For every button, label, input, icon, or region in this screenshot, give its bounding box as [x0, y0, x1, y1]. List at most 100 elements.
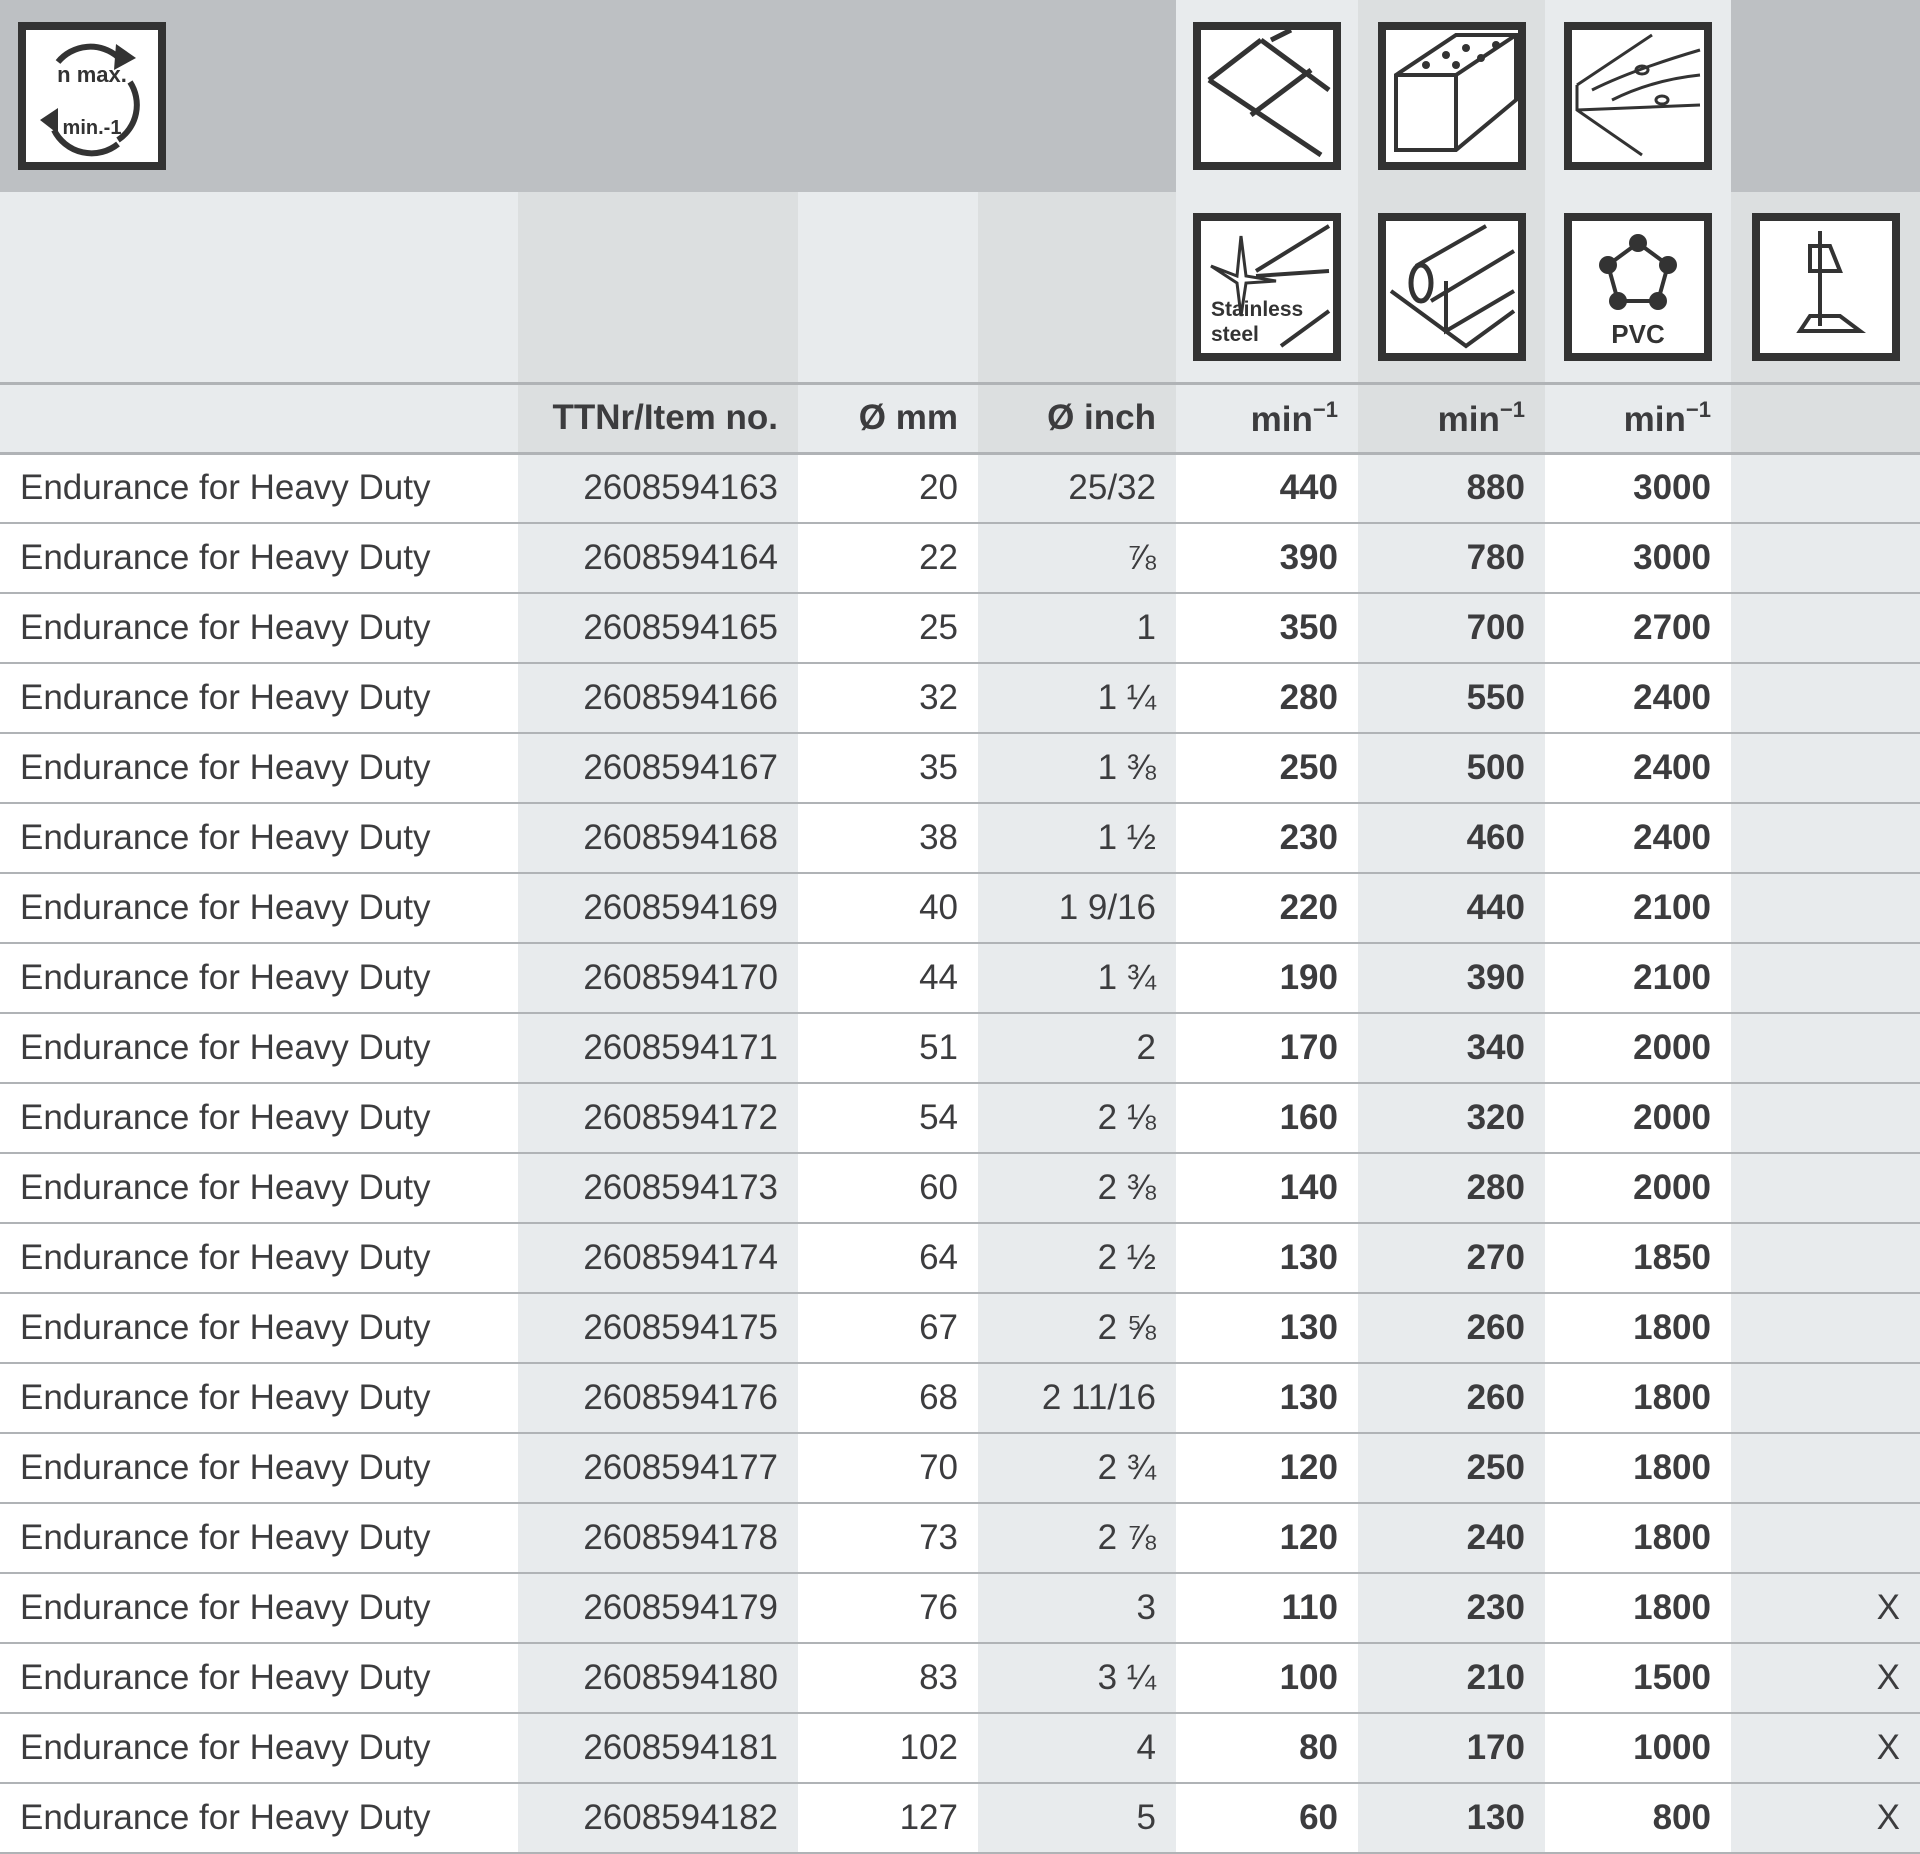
cell-inch: 2 ⅛ — [978, 1083, 1176, 1154]
cell-inch: 5 — [978, 1783, 1176, 1854]
cell-stand — [1731, 1153, 1920, 1224]
cell-item: 2608594179 — [518, 1573, 798, 1644]
cell-s1: 140 — [1176, 1153, 1358, 1224]
table-row: Endurance for Heavy Duty 2608594181 102 4 80… — [0, 1713, 1920, 1784]
col-speed-1: min−1 — [1176, 381, 1358, 455]
cell-mm: 68 — [798, 1363, 978, 1434]
cell-stand — [1731, 943, 1920, 1014]
cell-item: 2608594164 — [518, 523, 798, 594]
cell-item: 2608594181 — [518, 1713, 798, 1784]
cell-item: 2608594182 — [518, 1783, 798, 1854]
cell-item: 2608594163 — [518, 453, 798, 524]
cell-s2: 260 — [1358, 1363, 1545, 1434]
cell-s2: 500 — [1358, 733, 1545, 804]
cell-mm: 35 — [798, 733, 978, 804]
cell-inch: 2 ½ — [978, 1223, 1176, 1294]
stainless-steel-icon-cell: Stainless steel — [1176, 192, 1358, 383]
table-row: Endurance for Heavy Duty 2608594163 20 25/3… — [0, 453, 1920, 524]
cell-name: Endurance for Heavy Duty — [0, 1153, 518, 1224]
cell-inch: 2 11/16 — [978, 1363, 1176, 1434]
cell-mm: 70 — [798, 1433, 978, 1504]
cell-s3: 2700 — [1545, 593, 1731, 664]
cell-s2: 340 — [1358, 1013, 1545, 1084]
cell-s1: 190 — [1176, 943, 1358, 1014]
cell-s3: 1850 — [1545, 1223, 1731, 1294]
cell-name: Endurance for Heavy Duty — [0, 1363, 518, 1434]
cell-inch: 1 ⅜ — [978, 733, 1176, 804]
cell-mm: 54 — [798, 1083, 978, 1154]
metal-profile-icon — [1377, 212, 1526, 361]
cell-inch: 3 — [978, 1573, 1176, 1644]
cell-item: 2608594177 — [518, 1433, 798, 1504]
cell-stand — [1731, 803, 1920, 874]
cell-s1: 440 — [1176, 453, 1358, 524]
cell-inch: 1 ¼ — [978, 663, 1176, 734]
cell-name: Endurance for Heavy Duty — [0, 1223, 518, 1294]
cell-item: 2608594170 — [518, 943, 798, 1014]
cell-s1: 130 — [1176, 1293, 1358, 1364]
cell-name: Endurance for Heavy Duty — [0, 1643, 518, 1714]
cell-s1: 230 — [1176, 803, 1358, 874]
cell-s1: 60 — [1176, 1783, 1358, 1854]
cell-item: 2608594169 — [518, 873, 798, 944]
cell-stand — [1731, 873, 1920, 944]
table-row: Endurance for Heavy Duty 2608594164 22 ⅞ 390… — [0, 523, 1920, 594]
col-speed-2: min−1 — [1358, 381, 1545, 455]
table-row: Endurance for Heavy Duty 2608594165 25 1 350… — [0, 593, 1920, 664]
cell-mm: 38 — [798, 803, 978, 874]
brick-icon — [1377, 22, 1526, 170]
cell-name: Endurance for Heavy Duty — [0, 1293, 518, 1364]
cell-s3: 1800 — [1545, 1363, 1731, 1434]
col-diameter-inch: Ø inch — [978, 381, 1176, 455]
cell-s1: 100 — [1176, 1643, 1358, 1714]
cell-mm: 44 — [798, 943, 978, 1014]
cell-inch: 1 ½ — [978, 803, 1176, 874]
cell-s2: 250 — [1358, 1433, 1545, 1504]
cell-s3: 1800 — [1545, 1573, 1731, 1644]
cell-stand: X — [1731, 1573, 1920, 1644]
cell-mm: 73 — [798, 1503, 978, 1574]
pvc-icon: PVC — [1564, 212, 1712, 361]
cell-stand — [1731, 1013, 1920, 1084]
cell-s2: 550 — [1358, 663, 1545, 734]
max-speed-icon: n max. min.-1 — [18, 22, 166, 170]
metal-profile-icon-cell — [1358, 192, 1545, 383]
cell-name: Endurance for Heavy Duty — [0, 1503, 518, 1574]
cell-s1: 350 — [1176, 593, 1358, 664]
table-row: Endurance for Heavy Duty 2608594169 40 1 9/… — [0, 873, 1920, 944]
cell-stand — [1731, 523, 1920, 594]
cell-mm: 51 — [798, 1013, 978, 1084]
cell-item: 2608594168 — [518, 803, 798, 874]
cell-s2: 210 — [1358, 1643, 1545, 1714]
cell-mm: 25 — [798, 593, 978, 664]
cell-s1: 170 — [1176, 1013, 1358, 1084]
cell-s3: 2100 — [1545, 943, 1731, 1014]
cell-name: Endurance for Heavy Duty — [0, 1433, 518, 1504]
svg-text:Stainless: Stainless — [1211, 298, 1303, 321]
svg-text:steel: steel — [1211, 323, 1259, 346]
cell-name: Endurance for Heavy Duty — [0, 593, 518, 664]
cell-item: 2608594165 — [518, 593, 798, 664]
pvc-icon-cell: PVC — [1545, 192, 1731, 383]
cell-s2: 130 — [1358, 1783, 1545, 1854]
cell-stand: X — [1731, 1713, 1920, 1784]
cell-s2: 270 — [1358, 1223, 1545, 1294]
cell-inch: 1 9/16 — [978, 873, 1176, 944]
cell-item: 2608594178 — [518, 1503, 798, 1574]
cell-inch: ⅞ — [978, 523, 1176, 594]
header-icon-row-1: n max. min.-1 — [0, 0, 1920, 192]
cell-inch: 4 — [978, 1713, 1176, 1784]
cell-inch: 1 — [978, 593, 1176, 664]
cell-s1: 120 — [1176, 1503, 1358, 1574]
cell-s1: 80 — [1176, 1713, 1358, 1784]
cell-stand — [1731, 453, 1920, 524]
cell-mm: 127 — [798, 1783, 978, 1854]
cell-s1: 130 — [1176, 1363, 1358, 1434]
cell-s2: 240 — [1358, 1503, 1545, 1574]
table-row: Endurance for Heavy Duty 2608594176 68 2 11… — [0, 1363, 1920, 1434]
